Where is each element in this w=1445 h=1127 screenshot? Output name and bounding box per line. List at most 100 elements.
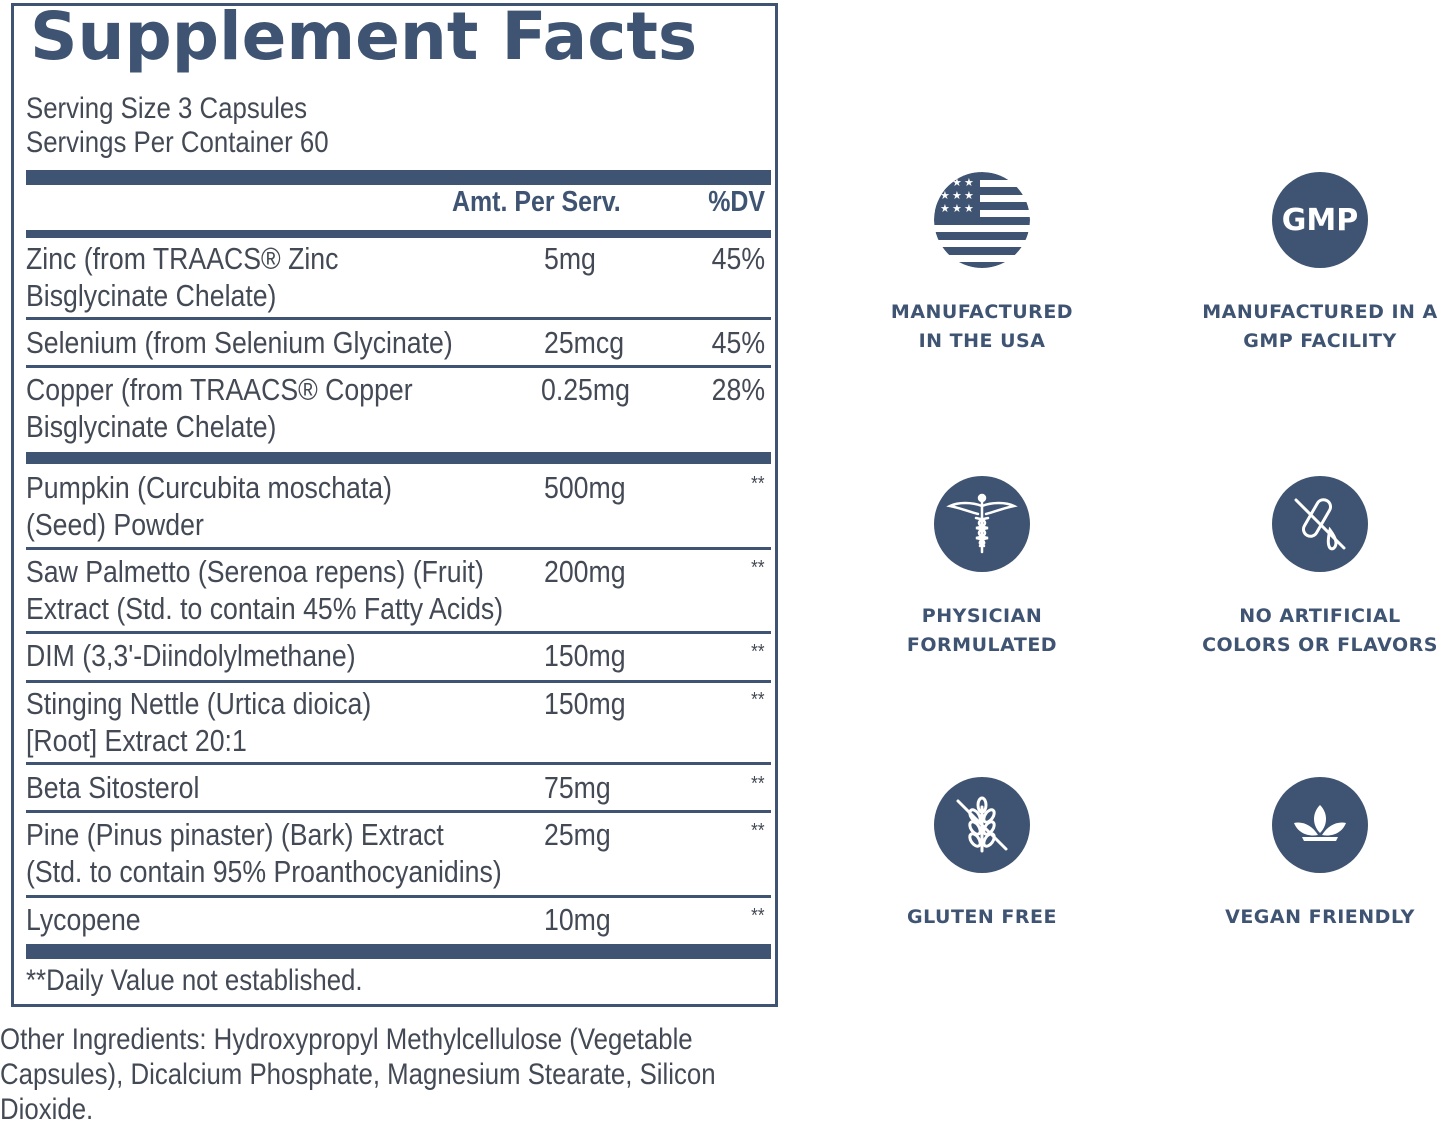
- gmp-icon-text: GMP: [1281, 202, 1359, 238]
- ingredient-name: Lycopene: [26, 901, 141, 938]
- ingredient-amount: 25mcg: [544, 325, 625, 360]
- ingredient-name: Copper (from TRAACS® Copper Bisglycinate…: [26, 371, 413, 445]
- badge-label: GLUTEN FREE: [842, 903, 1122, 932]
- svg-text:★: ★: [940, 202, 950, 215]
- ingredient-name: Selenium (from Selenium Glycinate): [26, 324, 453, 361]
- thick-divider: [26, 170, 771, 185]
- gmp-icon: GMP: [1272, 172, 1368, 268]
- row-divider: [26, 680, 771, 683]
- ingredient-name-line: DIM (3,3'-Diindolylmethane): [26, 638, 356, 673]
- ingredient-dv: 45%: [711, 241, 765, 276]
- ingredient-dv: **: [751, 689, 765, 711]
- row-divider: [26, 631, 771, 634]
- badge-label: VEGAN FRIENDLY: [1180, 903, 1445, 932]
- ingredient-name: Pumpkin (Curcubita moschata) (Seed) Powd…: [26, 469, 392, 543]
- column-header-dv: %DV: [708, 186, 765, 218]
- row-divider: [26, 547, 771, 550]
- servings-per-container: Servings Per Container 60: [26, 126, 329, 159]
- badge-label: MANUFACTURED IN A GMP FACILITY: [1180, 298, 1445, 356]
- vegan-leaf-icon: [1272, 777, 1368, 873]
- ingredient-name: DIM (3,3'-Diindolylmethane): [26, 637, 356, 674]
- ingredient-dv: **: [751, 820, 765, 842]
- thick-divider: [26, 944, 771, 959]
- ingredient-name: Stinging Nettle (Urtica dioica) [Root] E…: [26, 685, 371, 759]
- column-header-amount: Amt. Per Serv.: [452, 186, 621, 218]
- caduceus-icon: [934, 476, 1030, 572]
- badge-label-line: GLUTEN FREE: [907, 906, 1057, 928]
- badge-vegan: VEGAN FRIENDLY: [1180, 777, 1445, 932]
- svg-text:★: ★: [952, 202, 962, 215]
- badge-label-line: GMP FACILITY: [1243, 330, 1397, 352]
- badge-made-in-usa: ★ ★ ★ ★ ★ ★ ★ ★ ★ MANUFACTURED IN THE USA: [842, 172, 1122, 356]
- header-divider: [26, 230, 771, 238]
- badge-label-line: NO ARTIFICIAL: [1239, 605, 1401, 627]
- ingredient-name-line: [Root] Extract 20:1: [26, 723, 247, 758]
- ingredient-name: Pine (Pinus pinaster) (Bark) Extract (St…: [26, 816, 502, 890]
- ingredient-name: Saw Palmetto (Serenoa repens) (Fruit) Ex…: [26, 553, 503, 627]
- ingredient-name-line: Copper (from TRAACS® Copper: [26, 372, 413, 407]
- svg-text:★: ★: [964, 202, 974, 215]
- ingredient-name-line: Extract (Std. to contain 45% Fatty Acids…: [26, 591, 504, 626]
- ingredient-name-line: Zinc (from TRAACS® Zinc: [26, 241, 339, 276]
- badge-label-line: MANUFACTURED IN A: [1202, 301, 1438, 323]
- badge-label-line: IN THE USA: [918, 330, 1046, 352]
- ingredient-name-line: Pine (Pinus pinaster) (Bark) Extract: [26, 817, 444, 852]
- svg-text:★: ★: [940, 176, 950, 189]
- ingredient-amount: 150mg: [544, 686, 626, 721]
- other-ingredients: Other Ingredients: Hydroxypropyl Methylc…: [0, 1023, 716, 1126]
- badge-label-line: FORMULATED: [906, 634, 1058, 656]
- ingredient-name-line: Beta Sitosterol: [26, 770, 200, 805]
- ingredient-dv: 45%: [711, 325, 765, 360]
- badge-label-line: VEGAN FRIENDLY: [1225, 906, 1415, 928]
- ingredient-name-line: Pumpkin (Curcubita moschata): [26, 470, 392, 505]
- ingredient-dv: **: [751, 773, 765, 795]
- serving-size: Serving Size 3 Capsules: [26, 92, 308, 125]
- row-divider: [26, 895, 771, 898]
- ingredient-amount: 0.25mg: [541, 372, 630, 407]
- ingredient-dv: **: [751, 641, 765, 663]
- ingredient-name-line: Saw Palmetto (Serenoa repens) (Fruit): [26, 554, 484, 589]
- ingredient-name-line: Bisglycinate Chelate): [26, 409, 277, 444]
- section-divider: [26, 452, 771, 464]
- badge-gluten-free: GLUTEN FREE: [842, 777, 1122, 932]
- ingredient-amount: 25mg: [544, 817, 611, 852]
- ingredient-amount: 75mg: [544, 770, 611, 805]
- footnote: **Daily Value not established.: [26, 964, 363, 997]
- svg-text:★: ★: [964, 189, 974, 202]
- ingredient-name-line: Stinging Nettle (Urtica dioica): [26, 686, 372, 721]
- svg-text:★: ★: [952, 189, 962, 202]
- row-divider: [26, 317, 771, 320]
- ingredient-name-line: (Std. to contain 95% Proanthocyanidins): [26, 854, 502, 889]
- badge-label: MANUFACTURED IN THE USA: [842, 298, 1122, 356]
- badge-no-artificial: NO ARTIFICIAL COLORS OR FLAVORS: [1180, 476, 1445, 660]
- gluten-free-icon: [934, 777, 1030, 873]
- svg-text:★: ★: [952, 176, 962, 189]
- svg-text:★: ★: [964, 176, 974, 189]
- ingredient-dv: **: [751, 557, 765, 579]
- badge-physician: PHYSICIAN FORMULATED: [842, 476, 1122, 660]
- badge-label: PHYSICIAN FORMULATED: [842, 602, 1122, 660]
- ingredient-amount: 10mg: [544, 902, 611, 937]
- ingredient-name-line: Selenium (from Selenium Glycinate): [26, 325, 453, 360]
- badge-label-line: MANUFACTURED: [890, 301, 1074, 323]
- panel-title: Supplement Facts: [30, 0, 698, 75]
- ingredient-name-line: Lycopene: [26, 902, 141, 937]
- us-flag-icon: ★ ★ ★ ★ ★ ★ ★ ★ ★: [934, 172, 1030, 268]
- supplement-facts-panel: Supplement Facts Serving Size 3 Capsules…: [11, 0, 778, 1007]
- badge-label: NO ARTIFICIAL COLORS OR FLAVORS: [1180, 602, 1445, 660]
- ingredient-name: Beta Sitosterol: [26, 769, 199, 806]
- ingredient-amount: 150mg: [544, 638, 626, 673]
- ingredient-amount: 500mg: [544, 470, 626, 505]
- ingredient-dv: **: [751, 473, 765, 495]
- ingredient-name-line: Bisglycinate Chelate): [26, 278, 277, 313]
- ingredient-dv: **: [751, 905, 765, 927]
- ingredient-name-line: (Seed) Powder: [26, 507, 204, 542]
- ingredient-name: Zinc (from TRAACS® Zinc Bisglycinate Che…: [26, 240, 338, 314]
- badge-label-line: COLORS OR FLAVORS: [1202, 634, 1438, 656]
- ingredient-amount: 5mg: [544, 241, 596, 276]
- row-divider: [26, 810, 771, 813]
- ingredient-amount: 200mg: [544, 554, 626, 589]
- badge-label-line: PHYSICIAN: [921, 605, 1043, 627]
- ingredient-dv: 28%: [711, 372, 765, 407]
- row-divider: [26, 365, 771, 368]
